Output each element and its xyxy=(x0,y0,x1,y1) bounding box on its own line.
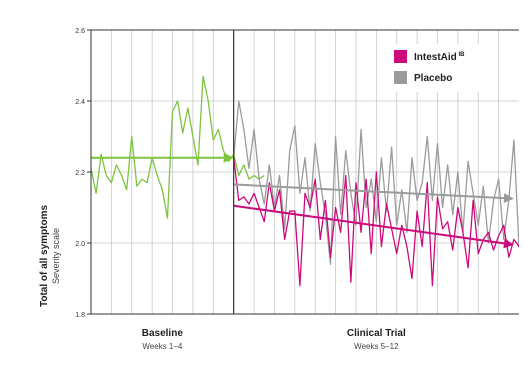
plot-area xyxy=(91,75,519,287)
trend-arrow-intestaid-shaft xyxy=(233,204,505,245)
y-axis-sublabel: Severity scale xyxy=(51,228,61,284)
period-subtitle-1: Weeks 5–12 xyxy=(354,342,399,351)
trend-arrow-placebo-shaft xyxy=(233,183,504,200)
y-tick-label: 2.4 xyxy=(75,99,85,106)
period-subtitle-0: Weeks 1–4 xyxy=(142,342,182,351)
y-tick-label: 2.6 xyxy=(75,28,85,35)
legend: IntestAid IB Placebo xyxy=(388,44,498,92)
legend-swatch-0 xyxy=(394,50,407,63)
trend-arrows xyxy=(91,152,514,249)
legend-swatch-1 xyxy=(394,71,407,84)
y-tick-label: 1.8 xyxy=(75,312,85,319)
y-tick-label: 2.2 xyxy=(75,170,85,177)
trend-arrow-placebo-head xyxy=(503,193,514,204)
period-title-0: Baseline xyxy=(142,328,184,339)
y-tick-label: 2.0 xyxy=(75,241,85,248)
x-axis-periods: Baseline Weeks 1–4 Clinical Trial Weeks 5–1… xyxy=(142,328,406,351)
y-axis: 1.8 2.0 2.2 2.4 2.6 xyxy=(75,28,91,319)
series-line-placebo xyxy=(233,100,519,265)
legend-label-superscript: IB xyxy=(457,52,465,58)
period-title-1: Clinical Trial xyxy=(347,328,406,339)
legend-label-0: IntestAid IB xyxy=(414,52,465,63)
trend-arrow-baseline-head xyxy=(223,152,234,163)
legend-label-1: Placebo xyxy=(414,73,452,84)
series-line-intestaid xyxy=(233,157,519,287)
trend-arrow-intestaid-head xyxy=(503,238,514,249)
series-line-baseline xyxy=(91,75,265,219)
y-axis-label: Total of all symptoms xyxy=(39,205,50,307)
